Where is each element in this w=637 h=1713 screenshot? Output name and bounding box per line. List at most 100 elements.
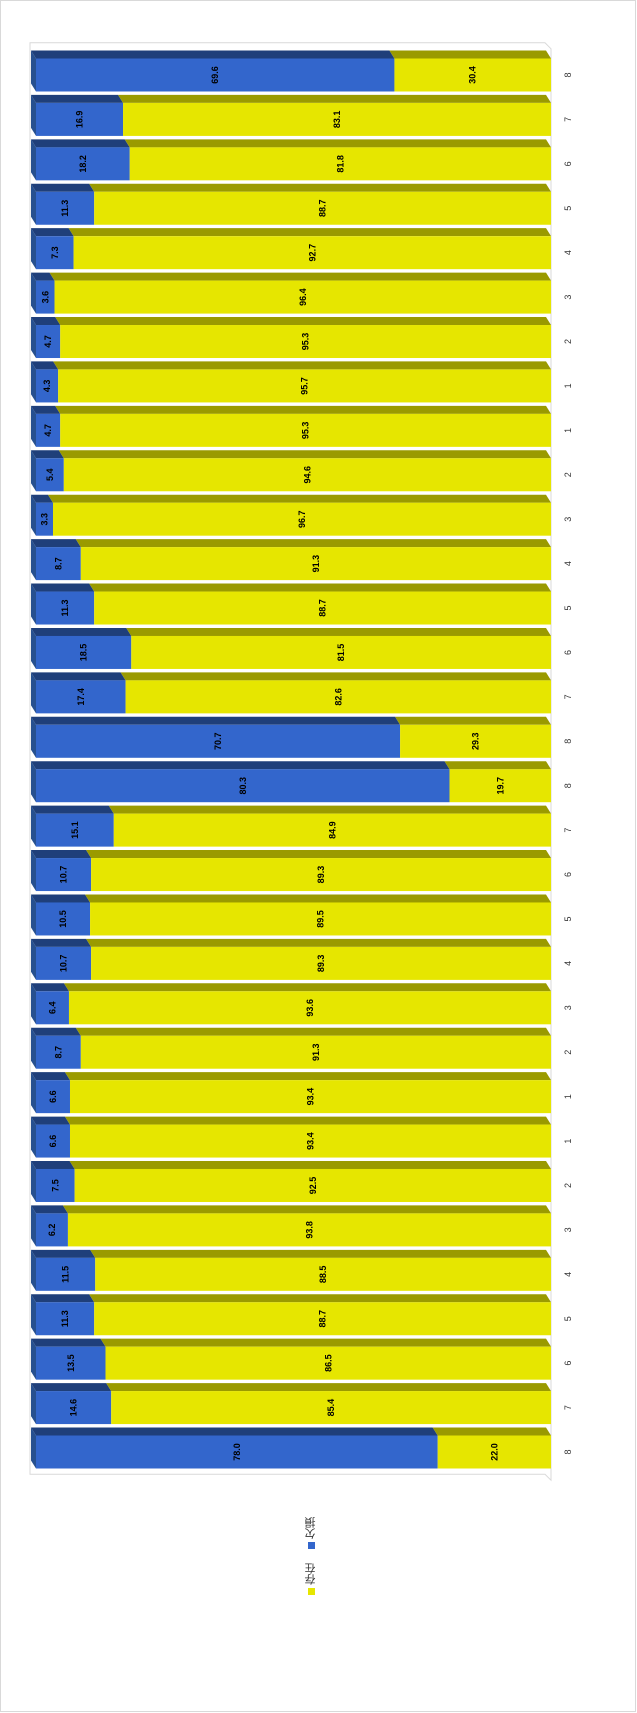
bar-depth-present [389,50,551,59]
bar-label-missing: 6.6 [48,1135,58,1148]
bar-missing [36,1168,75,1202]
bar-side-missing [31,627,36,669]
category-tick-label: 7 [563,1405,573,1410]
category-tick-label: 7 [563,694,573,699]
bar-depth-present [100,1338,552,1347]
legend-swatch-missing [308,1542,315,1549]
bar-present [60,325,551,359]
bar-missing [36,236,74,270]
bar-present [129,147,552,181]
bar-side-missing [31,1116,36,1158]
bar-present [449,769,551,803]
bar-depth-present [86,850,551,859]
category-tick-label: 8 [563,739,573,744]
category-tick-label: 5 [563,606,573,611]
bar-side-missing [31,494,36,536]
bar-depth-missing [31,761,450,770]
bar-label-present: 22.0 [489,1443,499,1461]
bar-label-present: 29.3 [471,733,481,751]
bar-present [94,591,551,625]
bar-depth-missing [31,805,114,814]
bar-depth-missing [31,494,53,503]
bar-missing [36,769,450,803]
bar-depth-present [126,627,552,636]
bar-label-present: 82.6 [333,688,343,706]
bar-depth-present [75,539,552,548]
bar-depth-missing [31,850,92,859]
bar-label-present: 88.5 [318,1266,328,1284]
bar-depth-present [118,94,551,103]
bar-depth-present [124,139,551,148]
bar-depth-missing [31,1338,106,1347]
bar-missing [36,369,59,403]
bar-side-missing [31,583,36,625]
bar-side-missing [31,1338,36,1380]
bar-present [91,858,551,892]
bar-missing [36,502,53,536]
bar-side-missing [31,1427,36,1469]
bar-label-missing: 16.9 [75,111,85,129]
bar-label-missing: 11.5 [61,1266,71,1283]
bar-depth-missing [31,1160,75,1169]
category-tick-label: 3 [563,1005,573,1010]
bar-side-missing [31,1294,36,1336]
bar-depth-missing [31,228,74,237]
category-tick-label: 4 [563,250,573,255]
bar-label-present: 84.9 [327,821,337,839]
bar-missing [36,1257,96,1291]
bar-present [105,1346,552,1380]
bar-side-missing [31,139,36,181]
category-tick-label: 1 [563,1139,573,1144]
category-tick-label: 4 [563,1272,573,1277]
bar-label-missing: 11.3 [60,1310,70,1327]
bar-depth-missing [31,50,395,59]
bar-depth-missing [31,983,69,992]
bar-present [113,813,551,847]
bar-depth-missing [31,938,92,947]
bar-label-present: 89.3 [316,955,326,973]
bar-label-missing: 6.4 [47,1002,57,1015]
bar-side-missing [31,539,36,581]
bar-depth-missing [31,317,61,326]
bar-label-missing: 7.3 [50,246,60,259]
category-tick-label: 1 [563,383,573,388]
bar-depth-present [108,805,551,814]
bar-depth-present [55,317,551,326]
bar-depth-present [85,894,551,903]
bar-label-missing: 11.3 [60,200,70,217]
bar-present [111,1391,551,1425]
category-tick-label: 8 [563,72,573,77]
bar-present [69,1124,552,1158]
bar-present [68,991,552,1025]
bar-label-present: 88.7 [318,1310,328,1328]
bar-depth-missing [31,183,95,192]
bar-missing [36,147,130,181]
bar-depth-missing [31,583,95,592]
bar-side-missing [31,894,36,936]
bar-missing [36,680,126,714]
bar-label-missing: 8.7 [53,1046,63,1059]
bar-label-missing: 6.2 [47,1224,57,1237]
bar-missing [36,1435,438,1469]
bar-side-missing [31,317,36,359]
bar-depth-present [68,228,551,237]
bar-missing [36,280,55,314]
bar-present [80,547,552,581]
bar-side-missing [31,183,36,225]
bar-missing [36,858,92,892]
bar-side-missing [31,1072,36,1114]
bar-side-missing [31,1383,36,1425]
bar-side-missing [31,983,36,1025]
bar-side-missing [31,405,36,447]
bar-present [54,280,551,314]
bar-label-missing: 11.3 [60,600,70,617]
bar-side-missing [31,228,36,270]
bar-label-present: 91.3 [311,1043,321,1061]
category-tick-label: 2 [563,1183,573,1188]
bar-present [60,413,551,447]
chart-back-wall [29,42,552,1482]
bar-missing [36,1124,70,1158]
bar-label-present: 93.8 [304,1221,314,1239]
bar-label-missing: 80.3 [238,777,248,795]
